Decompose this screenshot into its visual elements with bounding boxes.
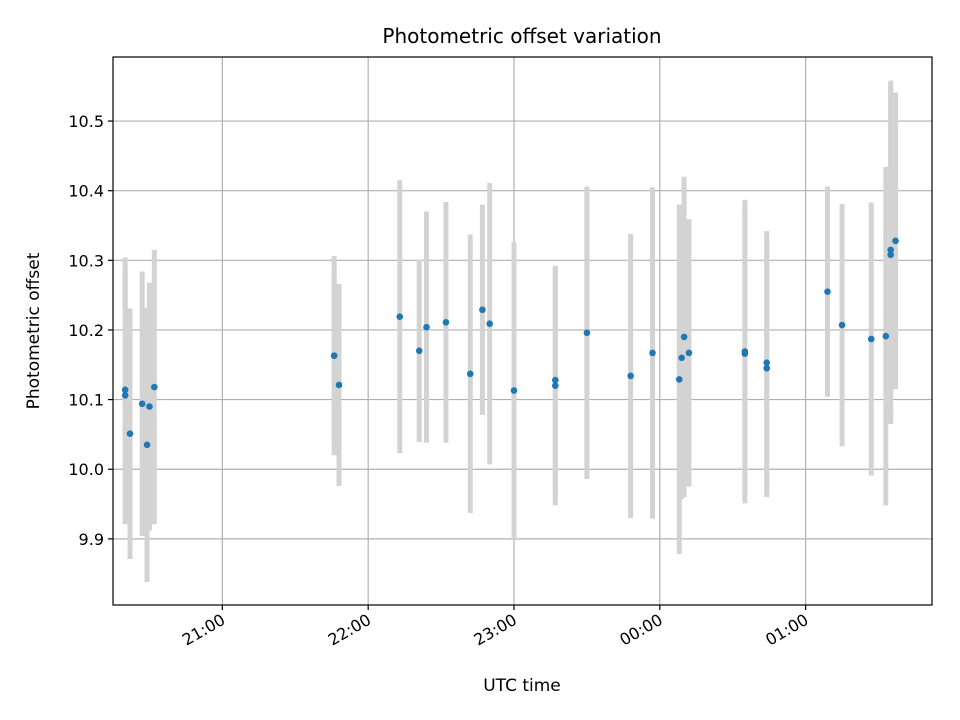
data-point xyxy=(552,382,559,389)
y-tick-label: 10.3 xyxy=(68,251,104,270)
data-point xyxy=(479,306,486,314)
y-tick-label: 10.2 xyxy=(68,321,104,340)
data-point xyxy=(335,381,343,389)
data-point xyxy=(143,441,151,449)
data-point xyxy=(887,246,894,254)
y-tick-label: 10.1 xyxy=(68,391,104,410)
data-point xyxy=(466,370,474,378)
data-point xyxy=(741,350,749,357)
data-point xyxy=(415,347,423,355)
x-axis-label: UTC time xyxy=(483,676,561,696)
data-point xyxy=(442,318,450,326)
data-point xyxy=(763,359,771,366)
data-point xyxy=(552,376,559,384)
y-tick-label: 10.4 xyxy=(68,182,104,201)
data-point xyxy=(824,288,831,295)
y-tick-label: 9.9 xyxy=(79,530,104,549)
data-point xyxy=(510,387,518,394)
data-point xyxy=(649,349,656,357)
data-point xyxy=(126,430,134,438)
data-point xyxy=(892,237,899,245)
data-point xyxy=(680,333,688,341)
y-tick-label: 10.5 xyxy=(68,112,104,131)
data-point xyxy=(675,376,683,383)
data-point xyxy=(887,251,894,259)
plot-frame xyxy=(112,56,933,606)
data-point xyxy=(838,321,846,329)
data-point xyxy=(138,400,146,408)
data-point xyxy=(396,313,404,321)
data-point xyxy=(146,403,153,410)
data-point xyxy=(678,354,685,362)
data-point xyxy=(330,352,338,360)
data-point xyxy=(583,329,591,337)
data-point xyxy=(882,332,890,340)
data-point xyxy=(423,323,430,331)
data-point xyxy=(685,349,693,357)
data-point xyxy=(121,392,129,399)
chart-title: Photometric offset variation xyxy=(382,24,661,48)
data-point xyxy=(763,364,771,372)
data-point xyxy=(121,386,129,394)
data-point xyxy=(867,335,875,343)
data-point xyxy=(151,383,158,391)
y-tick-label: 10.0 xyxy=(68,460,104,479)
data-points xyxy=(121,237,899,449)
data-point xyxy=(486,320,493,327)
data-point xyxy=(627,372,634,380)
y-axis-label: Photometric offset xyxy=(24,252,44,409)
